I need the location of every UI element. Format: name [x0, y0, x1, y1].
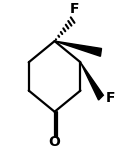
Text: F: F: [104, 91, 114, 105]
Text: O: O: [48, 135, 60, 149]
Text: F: F: [69, 2, 78, 16]
Polygon shape: [80, 62, 102, 100]
Polygon shape: [54, 41, 101, 56]
